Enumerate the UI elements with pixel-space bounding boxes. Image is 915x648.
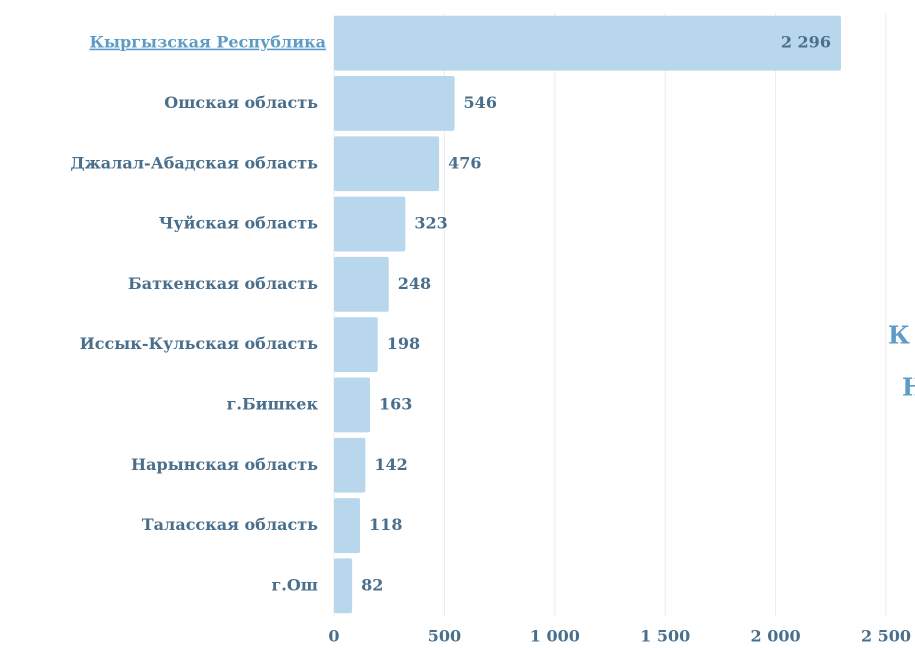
bar <box>334 317 378 373</box>
y-tick-label: Нарынская область <box>131 455 318 474</box>
bar <box>334 15 841 71</box>
y-tick-label: г.Бишкек <box>227 394 319 413</box>
x-tick-label: 1 500 <box>640 627 690 646</box>
category-link[interactable]: Кыргызская Республика <box>89 33 326 52</box>
data-label: 163 <box>379 394 412 413</box>
bar <box>334 558 353 614</box>
bar <box>334 377 370 433</box>
x-tick-label: 1 000 <box>530 627 580 646</box>
y-tick-label: Таласская область <box>142 515 318 534</box>
y-tick-label: Иссык-Кульская область <box>80 334 318 353</box>
y-tick-label: Чуйская область <box>159 214 318 233</box>
bar <box>334 136 440 192</box>
data-label: 82 <box>361 575 383 594</box>
x-tick-label: 2 000 <box>751 627 801 646</box>
bar <box>334 76 455 131</box>
y-tick-label: Ошская область <box>164 93 318 112</box>
data-label: 476 <box>448 153 481 172</box>
data-label: 546 <box>464 93 497 112</box>
y-tick-label: г.Ош <box>271 575 318 594</box>
bar <box>334 196 406 252</box>
x-tick-label: 0 <box>328 627 339 646</box>
data-label: 142 <box>374 455 407 474</box>
data-label: 323 <box>414 214 447 233</box>
annotation: К <box>888 321 910 350</box>
annotation: Н <box>902 373 915 402</box>
x-tick-label: 2 500 <box>861 627 911 646</box>
data-label: 118 <box>369 515 402 534</box>
bar <box>334 437 366 493</box>
data-label: 248 <box>398 274 431 293</box>
data-label: 198 <box>387 334 420 353</box>
data-label: 2 296 <box>781 33 831 52</box>
x-tick-label: 500 <box>428 627 461 646</box>
y-tick-label: Джалал-Абадская область <box>70 153 318 172</box>
y-tick-label: Баткенская область <box>128 274 318 293</box>
bar <box>334 498 361 553</box>
bar <box>334 256 389 312</box>
